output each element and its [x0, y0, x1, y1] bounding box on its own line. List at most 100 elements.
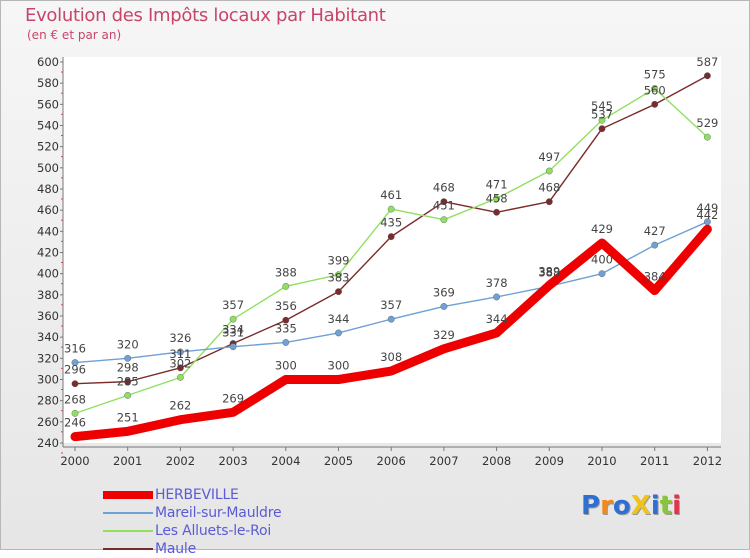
plot-area [63, 57, 721, 443]
data-label: 378 [486, 276, 508, 290]
data-point [545, 281, 553, 289]
data-point [124, 354, 132, 362]
x-tick-label: 2001 [113, 454, 142, 468]
data-point [176, 364, 184, 372]
data-point [71, 433, 79, 441]
x-tick-label: 2010 [587, 454, 616, 468]
x-tick-label: 2012 [693, 454, 722, 468]
data-point [440, 303, 448, 310]
data-label: 344 [486, 312, 508, 326]
data-point [335, 329, 342, 337]
data-label: 311 [169, 347, 191, 361]
data-point [651, 100, 659, 108]
legend-swatch [103, 548, 153, 550]
data-label: 316 [64, 342, 86, 356]
data-label: 298 [117, 361, 139, 375]
y-tick-label: 440 [37, 224, 59, 238]
x-tick-label: 2002 [166, 454, 195, 468]
data-point [124, 378, 132, 386]
data-label: 471 [486, 178, 508, 192]
data-point [71, 409, 79, 417]
x-tick-label: 2003 [218, 454, 247, 468]
y-tick-label: 340 [37, 330, 59, 344]
data-point [598, 125, 606, 133]
data-point [598, 239, 606, 247]
data-point [124, 391, 132, 399]
data-label: 308 [380, 350, 402, 364]
y-tick-label: 280 [37, 394, 59, 408]
data-label: 285 [117, 374, 139, 388]
data-label: 497 [538, 150, 560, 164]
data-label: 331 [222, 326, 244, 340]
x-tick-label: 2004 [271, 454, 300, 468]
legend-swatch [103, 512, 153, 514]
data-label: 302 [169, 356, 191, 370]
legend-label: Les Alluets-le-Roi [155, 523, 272, 539]
y-tick-label: 360 [37, 309, 59, 323]
data-label: 268 [64, 392, 86, 406]
data-label: 451 [433, 199, 455, 213]
data-label: 389 [538, 264, 560, 278]
data-point [440, 198, 448, 206]
y-tick-label: 480 [37, 182, 59, 196]
data-point [229, 408, 237, 416]
data-label: 442 [696, 208, 718, 222]
data-label: 400 [591, 253, 613, 267]
data-label: 575 [644, 67, 666, 81]
data-label: 537 [591, 108, 613, 122]
data-label: 388 [538, 265, 560, 279]
legend-label: Maule [155, 541, 197, 557]
data-label: 335 [275, 321, 297, 335]
data-point [71, 359, 79, 366]
y-tick-label: 420 [37, 246, 59, 260]
x-tick-label: 2007 [429, 454, 458, 468]
data-point [124, 427, 132, 435]
data-point [493, 293, 500, 301]
data-label: 435 [380, 216, 402, 230]
y-tick-label: 600 [37, 55, 59, 69]
y-tick-label: 240 [37, 436, 59, 450]
data-point [703, 225, 711, 233]
y-tick-label: 520 [37, 140, 59, 154]
data-point [387, 205, 395, 213]
legend-item: Maule [103, 540, 281, 558]
data-label: 246 [64, 416, 86, 430]
data-point [282, 282, 290, 290]
data-point [335, 376, 342, 383]
data-label: 344 [328, 312, 350, 326]
data-point [176, 348, 184, 356]
x-tick-label: 2000 [60, 454, 89, 468]
line-chart: 240 260 280 300 320 340 360 380 400 420 440 460 480 5… [37, 55, 722, 468]
data-label: 427 [644, 224, 666, 238]
data-point [545, 198, 553, 206]
y-tick-label: 400 [37, 267, 59, 281]
data-point [598, 270, 606, 278]
data-point [229, 343, 237, 351]
data-point [704, 133, 711, 141]
legend-swatch [103, 530, 153, 532]
data-point [176, 373, 184, 381]
x-tick-label: 2006 [377, 454, 406, 468]
data-point [598, 116, 606, 124]
data-label: 251 [117, 410, 139, 424]
data-label: 449 [696, 201, 718, 215]
y-tick-label: 460 [37, 203, 59, 217]
y-tick-label: 260 [37, 415, 59, 429]
data-label: 468 [433, 181, 455, 195]
data-point [493, 195, 500, 202]
x-tick-label: 2008 [482, 454, 511, 468]
data-point [440, 216, 448, 224]
data-label: 383 [328, 271, 350, 285]
x-tick-label: 2011 [640, 454, 669, 468]
data-label: 458 [486, 191, 508, 205]
data-label: 369 [433, 285, 455, 299]
y-tick-label: 540 [37, 119, 59, 133]
x-tick-label: 2005 [324, 454, 353, 468]
data-label: 300 [328, 359, 350, 373]
data-point [651, 287, 659, 295]
data-point [71, 380, 79, 388]
legend-label: HERBEVILLE [155, 487, 239, 503]
chart-title: Evolution des Impôts locaux par Habitant [25, 5, 386, 26]
legend-item: Les Alluets-le-Roi [103, 522, 281, 540]
